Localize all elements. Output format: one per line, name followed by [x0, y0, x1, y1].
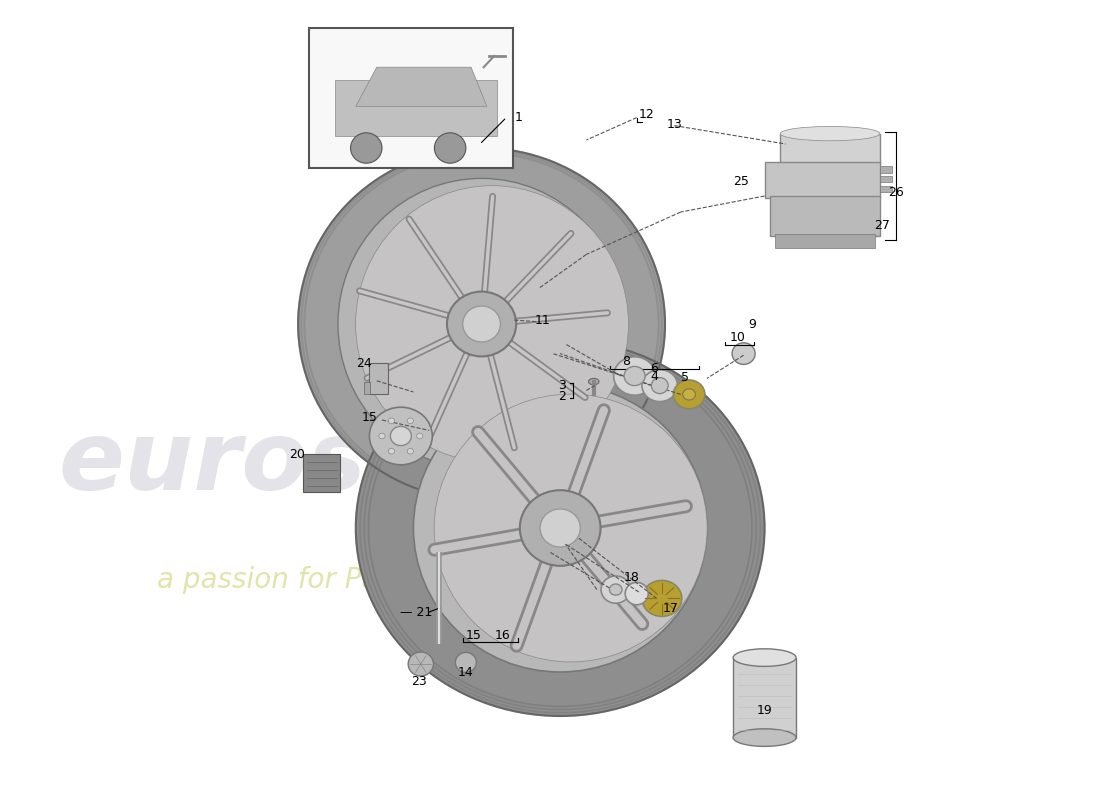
- Ellipse shape: [408, 652, 433, 676]
- Bar: [780, 134, 880, 164]
- Ellipse shape: [434, 133, 465, 163]
- Text: — 21: — 21: [400, 606, 432, 618]
- Polygon shape: [355, 67, 487, 106]
- Ellipse shape: [298, 148, 666, 500]
- Ellipse shape: [642, 370, 678, 402]
- Bar: [880, 166, 892, 173]
- Text: 24: 24: [356, 358, 372, 370]
- Text: 3: 3: [559, 379, 566, 392]
- Text: 15: 15: [465, 629, 481, 642]
- Ellipse shape: [388, 418, 395, 423]
- Bar: [764, 162, 880, 198]
- Text: 20: 20: [289, 448, 305, 461]
- Ellipse shape: [624, 366, 645, 386]
- Text: 19: 19: [757, 704, 772, 717]
- Bar: [304, 454, 340, 492]
- Ellipse shape: [370, 407, 432, 465]
- Bar: [733, 658, 796, 738]
- Ellipse shape: [447, 292, 516, 357]
- Ellipse shape: [378, 434, 385, 438]
- Bar: [309, 28, 513, 168]
- Ellipse shape: [388, 449, 395, 454]
- Ellipse shape: [614, 357, 656, 395]
- Bar: [880, 186, 892, 192]
- Ellipse shape: [642, 581, 682, 616]
- Ellipse shape: [673, 380, 705, 409]
- Ellipse shape: [455, 653, 476, 672]
- Text: 6: 6: [650, 362, 659, 374]
- Ellipse shape: [733, 342, 755, 364]
- Ellipse shape: [780, 126, 880, 141]
- Text: 12: 12: [638, 108, 654, 121]
- Ellipse shape: [651, 378, 668, 394]
- Ellipse shape: [625, 582, 648, 605]
- Ellipse shape: [520, 490, 601, 566]
- Ellipse shape: [355, 186, 628, 462]
- Ellipse shape: [355, 340, 764, 716]
- Bar: [370, 363, 388, 394]
- Ellipse shape: [434, 394, 707, 662]
- Text: 10: 10: [729, 331, 746, 344]
- Text: 11: 11: [535, 314, 550, 326]
- Ellipse shape: [540, 509, 581, 547]
- Bar: [334, 80, 497, 136]
- Text: eurospares: eurospares: [58, 418, 674, 510]
- Ellipse shape: [390, 426, 411, 446]
- Text: 15: 15: [362, 411, 377, 424]
- Text: 18: 18: [624, 571, 639, 584]
- Text: 14: 14: [458, 666, 474, 678]
- Ellipse shape: [588, 378, 600, 385]
- Text: 2: 2: [559, 390, 566, 402]
- Ellipse shape: [417, 434, 422, 438]
- Ellipse shape: [463, 306, 500, 342]
- Ellipse shape: [338, 178, 625, 470]
- Ellipse shape: [351, 133, 382, 163]
- Ellipse shape: [407, 449, 414, 454]
- Text: 16: 16: [495, 629, 510, 642]
- Ellipse shape: [601, 576, 630, 603]
- Text: 9: 9: [748, 318, 756, 331]
- Ellipse shape: [683, 389, 695, 400]
- Text: 25: 25: [734, 175, 749, 188]
- Bar: [364, 382, 371, 394]
- Text: 5: 5: [681, 371, 689, 384]
- Ellipse shape: [407, 418, 414, 423]
- Ellipse shape: [609, 584, 622, 595]
- Ellipse shape: [733, 729, 796, 746]
- Bar: [776, 234, 875, 248]
- Ellipse shape: [733, 649, 796, 666]
- Text: 13: 13: [667, 118, 682, 130]
- Text: 23: 23: [410, 675, 427, 688]
- Text: 4: 4: [650, 370, 659, 383]
- Text: a passion for Parts since 1985: a passion for Parts since 1985: [157, 566, 575, 594]
- Text: 8: 8: [623, 355, 630, 368]
- Bar: [880, 176, 892, 182]
- Text: 26: 26: [888, 186, 903, 198]
- Bar: [770, 196, 880, 236]
- Ellipse shape: [414, 384, 707, 672]
- Text: 1: 1: [515, 111, 522, 124]
- Text: 27: 27: [874, 219, 890, 232]
- Text: 17: 17: [662, 602, 679, 614]
